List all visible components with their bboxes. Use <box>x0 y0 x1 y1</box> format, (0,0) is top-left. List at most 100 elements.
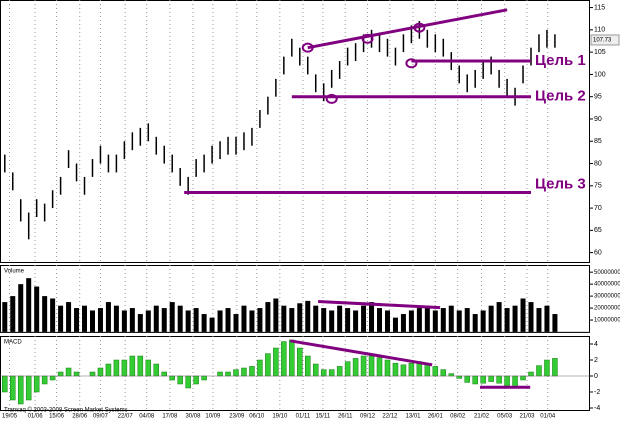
bar <box>41 375 48 385</box>
last-price-label: 107.73 <box>593 38 612 44</box>
bar <box>328 369 335 377</box>
bar <box>257 359 263 377</box>
x-tick-label: 01/11 <box>296 414 311 420</box>
trend-line <box>307 8 508 50</box>
bar <box>312 363 319 377</box>
bar <box>137 314 143 332</box>
bar <box>26 278 32 332</box>
bar <box>217 371 223 377</box>
bar <box>193 308 199 332</box>
bar <box>544 359 550 377</box>
bar <box>265 302 271 332</box>
y-tick-label: 50000000 <box>594 270 620 276</box>
bar <box>89 371 96 377</box>
bar <box>400 314 406 332</box>
y-tick-label: 10000000 <box>594 318 620 324</box>
bar <box>249 310 255 332</box>
bar <box>137 355 144 377</box>
bar <box>73 371 80 377</box>
bar <box>57 371 64 377</box>
bar <box>424 305 430 332</box>
bar <box>177 375 183 385</box>
x-tick-label: 22/07 <box>118 414 134 420</box>
bar <box>536 365 542 377</box>
x-tick-label: 23/09 <box>229 414 245 420</box>
bar <box>352 358 359 377</box>
y-tick-label: 75 <box>594 183 602 190</box>
bar <box>225 308 231 332</box>
bar <box>344 361 351 377</box>
bar <box>233 369 239 377</box>
bar <box>265 353 271 377</box>
x-tick-label: 10/09 <box>205 414 221 420</box>
bar <box>512 375 518 387</box>
bar <box>456 375 462 379</box>
panel-frame <box>0 265 590 333</box>
bar <box>528 371 534 377</box>
bar <box>552 314 558 332</box>
y-tick-label: 20000000 <box>594 306 620 312</box>
bar <box>17 375 24 405</box>
y-tick-label: 85 <box>594 138 602 145</box>
bar <box>273 347 279 377</box>
panel-title: MACD <box>4 340 22 346</box>
y-tick-label: 65 <box>594 227 602 234</box>
bar <box>82 305 88 332</box>
bar <box>336 366 343 377</box>
bar <box>496 302 502 332</box>
bar <box>369 302 375 332</box>
y-tick-label: 100 <box>594 71 606 78</box>
bar <box>384 359 391 377</box>
bar <box>361 305 367 332</box>
bar <box>33 375 40 393</box>
x-tick-label: 28/06 <box>72 414 88 420</box>
y-tick-label: 95 <box>594 94 602 101</box>
bar <box>440 369 447 377</box>
y-tick-label: 110 <box>594 27 605 34</box>
bar <box>66 302 72 332</box>
bar <box>105 363 112 377</box>
bar <box>313 305 319 332</box>
bar <box>97 367 104 377</box>
x-tick-label: 15/06 <box>49 414 65 420</box>
bar <box>504 375 510 386</box>
bar <box>440 308 446 332</box>
y-tick-label: 60 <box>594 249 602 256</box>
x-tick-label: 15/11 <box>316 414 331 420</box>
bar <box>289 308 295 332</box>
bar <box>488 305 494 332</box>
bar <box>464 308 470 332</box>
bar <box>345 308 351 332</box>
bar <box>161 371 167 377</box>
bar <box>552 358 558 377</box>
bar <box>321 308 327 332</box>
bar <box>217 310 223 332</box>
bar <box>34 286 40 332</box>
bar <box>400 364 407 377</box>
x-tick-label: 01/06 <box>28 414 44 420</box>
x-tick-label: 26/01 <box>428 414 444 420</box>
bar <box>65 367 72 377</box>
bar <box>368 355 375 377</box>
bar <box>408 362 415 377</box>
bar <box>456 310 462 332</box>
x-tick-label: 09/07 <box>93 414 109 420</box>
bar <box>153 363 160 377</box>
bar <box>432 310 438 332</box>
bar <box>121 310 127 332</box>
bar <box>193 375 199 385</box>
bar <box>153 305 159 332</box>
bar <box>42 296 48 332</box>
target-label: Цель 1 <box>535 52 586 69</box>
bar <box>432 366 439 377</box>
bar <box>281 305 287 332</box>
bar <box>504 308 510 332</box>
bar <box>169 375 175 381</box>
bar <box>249 366 255 377</box>
bar <box>416 308 422 332</box>
bar <box>488 375 494 382</box>
y-tick-label: 4 <box>594 341 598 348</box>
bar <box>408 310 414 332</box>
bar <box>209 317 215 332</box>
